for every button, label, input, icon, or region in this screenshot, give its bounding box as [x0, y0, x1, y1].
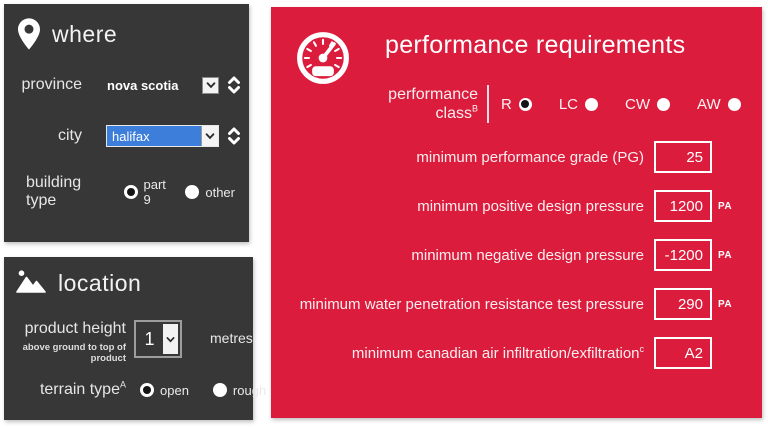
radio-label: rough — [232, 382, 267, 398]
performance-class-label: performance classB — [388, 86, 478, 123]
row-label: minimum water penetration resistance tes… — [299, 295, 644, 313]
divider — [487, 85, 489, 124]
performance-header: performance requirements — [271, 7, 762, 99]
class-lc-radio[interactable]: LC — [558, 95, 599, 113]
positive-pressure-row: minimum positive design pressure 1200 PA — [271, 190, 762, 222]
where-header: where — [18, 18, 235, 50]
air-infiltration-value: A2 — [654, 337, 712, 369]
class-cw-radio[interactable]: CW — [625, 95, 671, 113]
air-infiltration-footnote: c — [639, 343, 645, 354]
building-type-row: building type part 9 other — [18, 174, 235, 210]
row-label: minimum negative design pressure — [411, 246, 644, 264]
product-height-value: 1 — [144, 328, 155, 349]
location-header: location — [16, 269, 241, 298]
gauge-icon — [295, 30, 351, 91]
location-panel: location product height above ground to … — [4, 257, 266, 420]
negative-pressure-value: -1200 — [654, 239, 712, 271]
class-footnote: B — [471, 103, 478, 114]
where-panel: where province nova scotia city halifax — [4, 4, 249, 242]
product-height-sublabel: above ground to top of product — [22, 341, 126, 365]
row-label: minimum canadian air infiltration/exfilt… — [351, 343, 645, 362]
radio-icon — [518, 97, 532, 111]
radio-label: CW — [625, 95, 651, 113]
map-pin-icon — [18, 18, 40, 50]
radio-icon — [140, 383, 154, 398]
product-height-unit: metres — [210, 330, 253, 346]
radio-icon — [185, 185, 200, 199]
terrain-open-radio[interactable]: open — [140, 383, 189, 398]
building-type-other-radio[interactable]: other — [185, 185, 235, 200]
chevron-down-icon[interactable] — [202, 76, 219, 94]
radio-icon — [585, 97, 599, 111]
row-unit: PA — [718, 249, 733, 261]
province-row: province nova scotia — [18, 74, 240, 96]
row-unit: PA — [718, 298, 733, 310]
terrain-rough-radio[interactable]: rough — [212, 382, 267, 398]
building-type-part9-radio[interactable]: part 9 — [123, 177, 176, 207]
radio-label: part 9 — [143, 177, 166, 207]
city-label: city — [58, 127, 82, 144]
row-label: minimum performance grade (PG) — [416, 148, 644, 166]
terrain-footnote: A — [119, 380, 126, 391]
radio-label: LC — [558, 95, 579, 113]
radio-label: R — [501, 95, 512, 113]
terrain-type-row: terrain typeA open rough — [16, 380, 266, 399]
city-stepper-icon[interactable] — [227, 126, 241, 146]
province-select[interactable]: nova scotia — [106, 74, 219, 96]
row-label: minimum positive design pressure — [417, 197, 644, 215]
radio-label: other — [205, 184, 235, 200]
chevron-down-icon[interactable] — [201, 126, 218, 146]
positive-pressure-value: 1200 — [654, 190, 712, 222]
chevron-down-icon[interactable] — [163, 324, 178, 354]
class-aw-radio[interactable]: AW — [697, 96, 741, 113]
province-label: province — [21, 76, 82, 93]
product-height-stepper[interactable]: 1 — [134, 320, 182, 358]
product-height-row: product height above ground to top of pr… — [16, 320, 253, 365]
product-height-label-block: product height above ground to top of pr… — [16, 320, 126, 365]
class-r-radio[interactable]: R — [501, 96, 532, 113]
row-unit: PA — [718, 200, 733, 212]
landscape-icon — [16, 269, 46, 298]
performance-class-options: R LC CW AW — [501, 96, 741, 113]
air-infiltration-row: minimum canadian air infiltration/exfilt… — [271, 337, 762, 369]
radio-label: AW — [697, 95, 721, 113]
province-stepper-icon[interactable] — [227, 75, 241, 95]
radio-icon — [123, 185, 138, 199]
water-penetration-row: minimum water penetration resistance tes… — [271, 288, 762, 320]
city-select[interactable]: halifax — [106, 125, 219, 147]
where-title: where — [52, 20, 118, 47]
province-value: nova scotia — [107, 77, 179, 93]
product-height-label: product height — [24, 320, 126, 337]
requirement-rows: minimum performance grade (PG) 25 minimu… — [271, 141, 762, 386]
water-penetration-value: 290 — [654, 288, 712, 320]
performance-title: performance requirements — [385, 31, 686, 59]
negative-pressure-row: minimum negative design pressure -1200 P… — [271, 239, 762, 271]
city-row: city halifax — [18, 125, 240, 147]
radio-label: open — [160, 382, 189, 398]
location-title: location — [58, 270, 142, 296]
performance-grade-value: 25 — [654, 141, 712, 173]
city-value: halifax — [107, 126, 201, 146]
building-type-label: building type — [26, 174, 82, 209]
terrain-type-label: terrain typeA — [39, 380, 126, 399]
radio-icon — [212, 383, 227, 398]
performance-grade-row: minimum performance grade (PG) 25 — [271, 141, 762, 173]
performance-class-row: performance classB R LC CW AW — [271, 85, 762, 124]
radio-icon — [727, 97, 741, 111]
performance-requirements-panel: performance requirements performance cla… — [271, 7, 762, 418]
radio-icon — [657, 97, 671, 111]
